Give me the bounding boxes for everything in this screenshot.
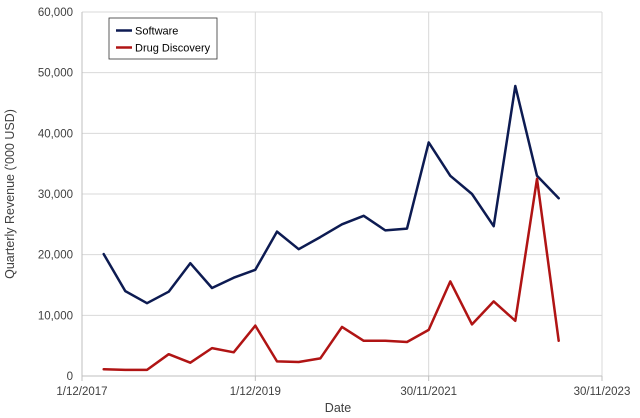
x-tick-label: 30/11/2021 <box>400 386 457 398</box>
y-tick-label: 20,000 <box>38 250 73 262</box>
y-tick-label: 0 <box>67 371 73 383</box>
x-tick-label: 1/12/2019 <box>230 386 281 398</box>
legend-box <box>108 17 218 60</box>
legend-label-software: Software <box>135 26 178 38</box>
legend-label-drug-discovery: Drug Discovery <box>135 43 211 55</box>
y-tick-label: 40,000 <box>38 128 73 140</box>
series-line-software <box>102 84 560 305</box>
y-axis-title: Quarterly Revenue ('000 USD) <box>3 109 17 279</box>
axes <box>81 12 603 381</box>
series-line-drug-discovery <box>102 177 560 372</box>
series-lines <box>102 84 560 372</box>
gridlines <box>82 11 603 376</box>
x-tick-label: 1/12/2017 <box>56 386 107 398</box>
x-tick-labels: 1/12/2017 1/12/2019 30/11/2021 30/11/2023 <box>56 386 630 398</box>
y-tick-label: 30,000 <box>38 189 73 201</box>
y-tick-label: 10,000 <box>38 310 73 322</box>
x-axis-title: Date <box>325 401 351 415</box>
y-tick-label: 60,000 <box>38 7 73 19</box>
y-tick-label: 50,000 <box>38 68 73 80</box>
y-tick-labels: 0 10,000 20,000 30,000 40,000 50,000 60,000 <box>38 7 73 383</box>
legend: Software Drug Discovery <box>108 17 218 60</box>
x-tick-label: 30/11/2023 <box>574 386 631 398</box>
